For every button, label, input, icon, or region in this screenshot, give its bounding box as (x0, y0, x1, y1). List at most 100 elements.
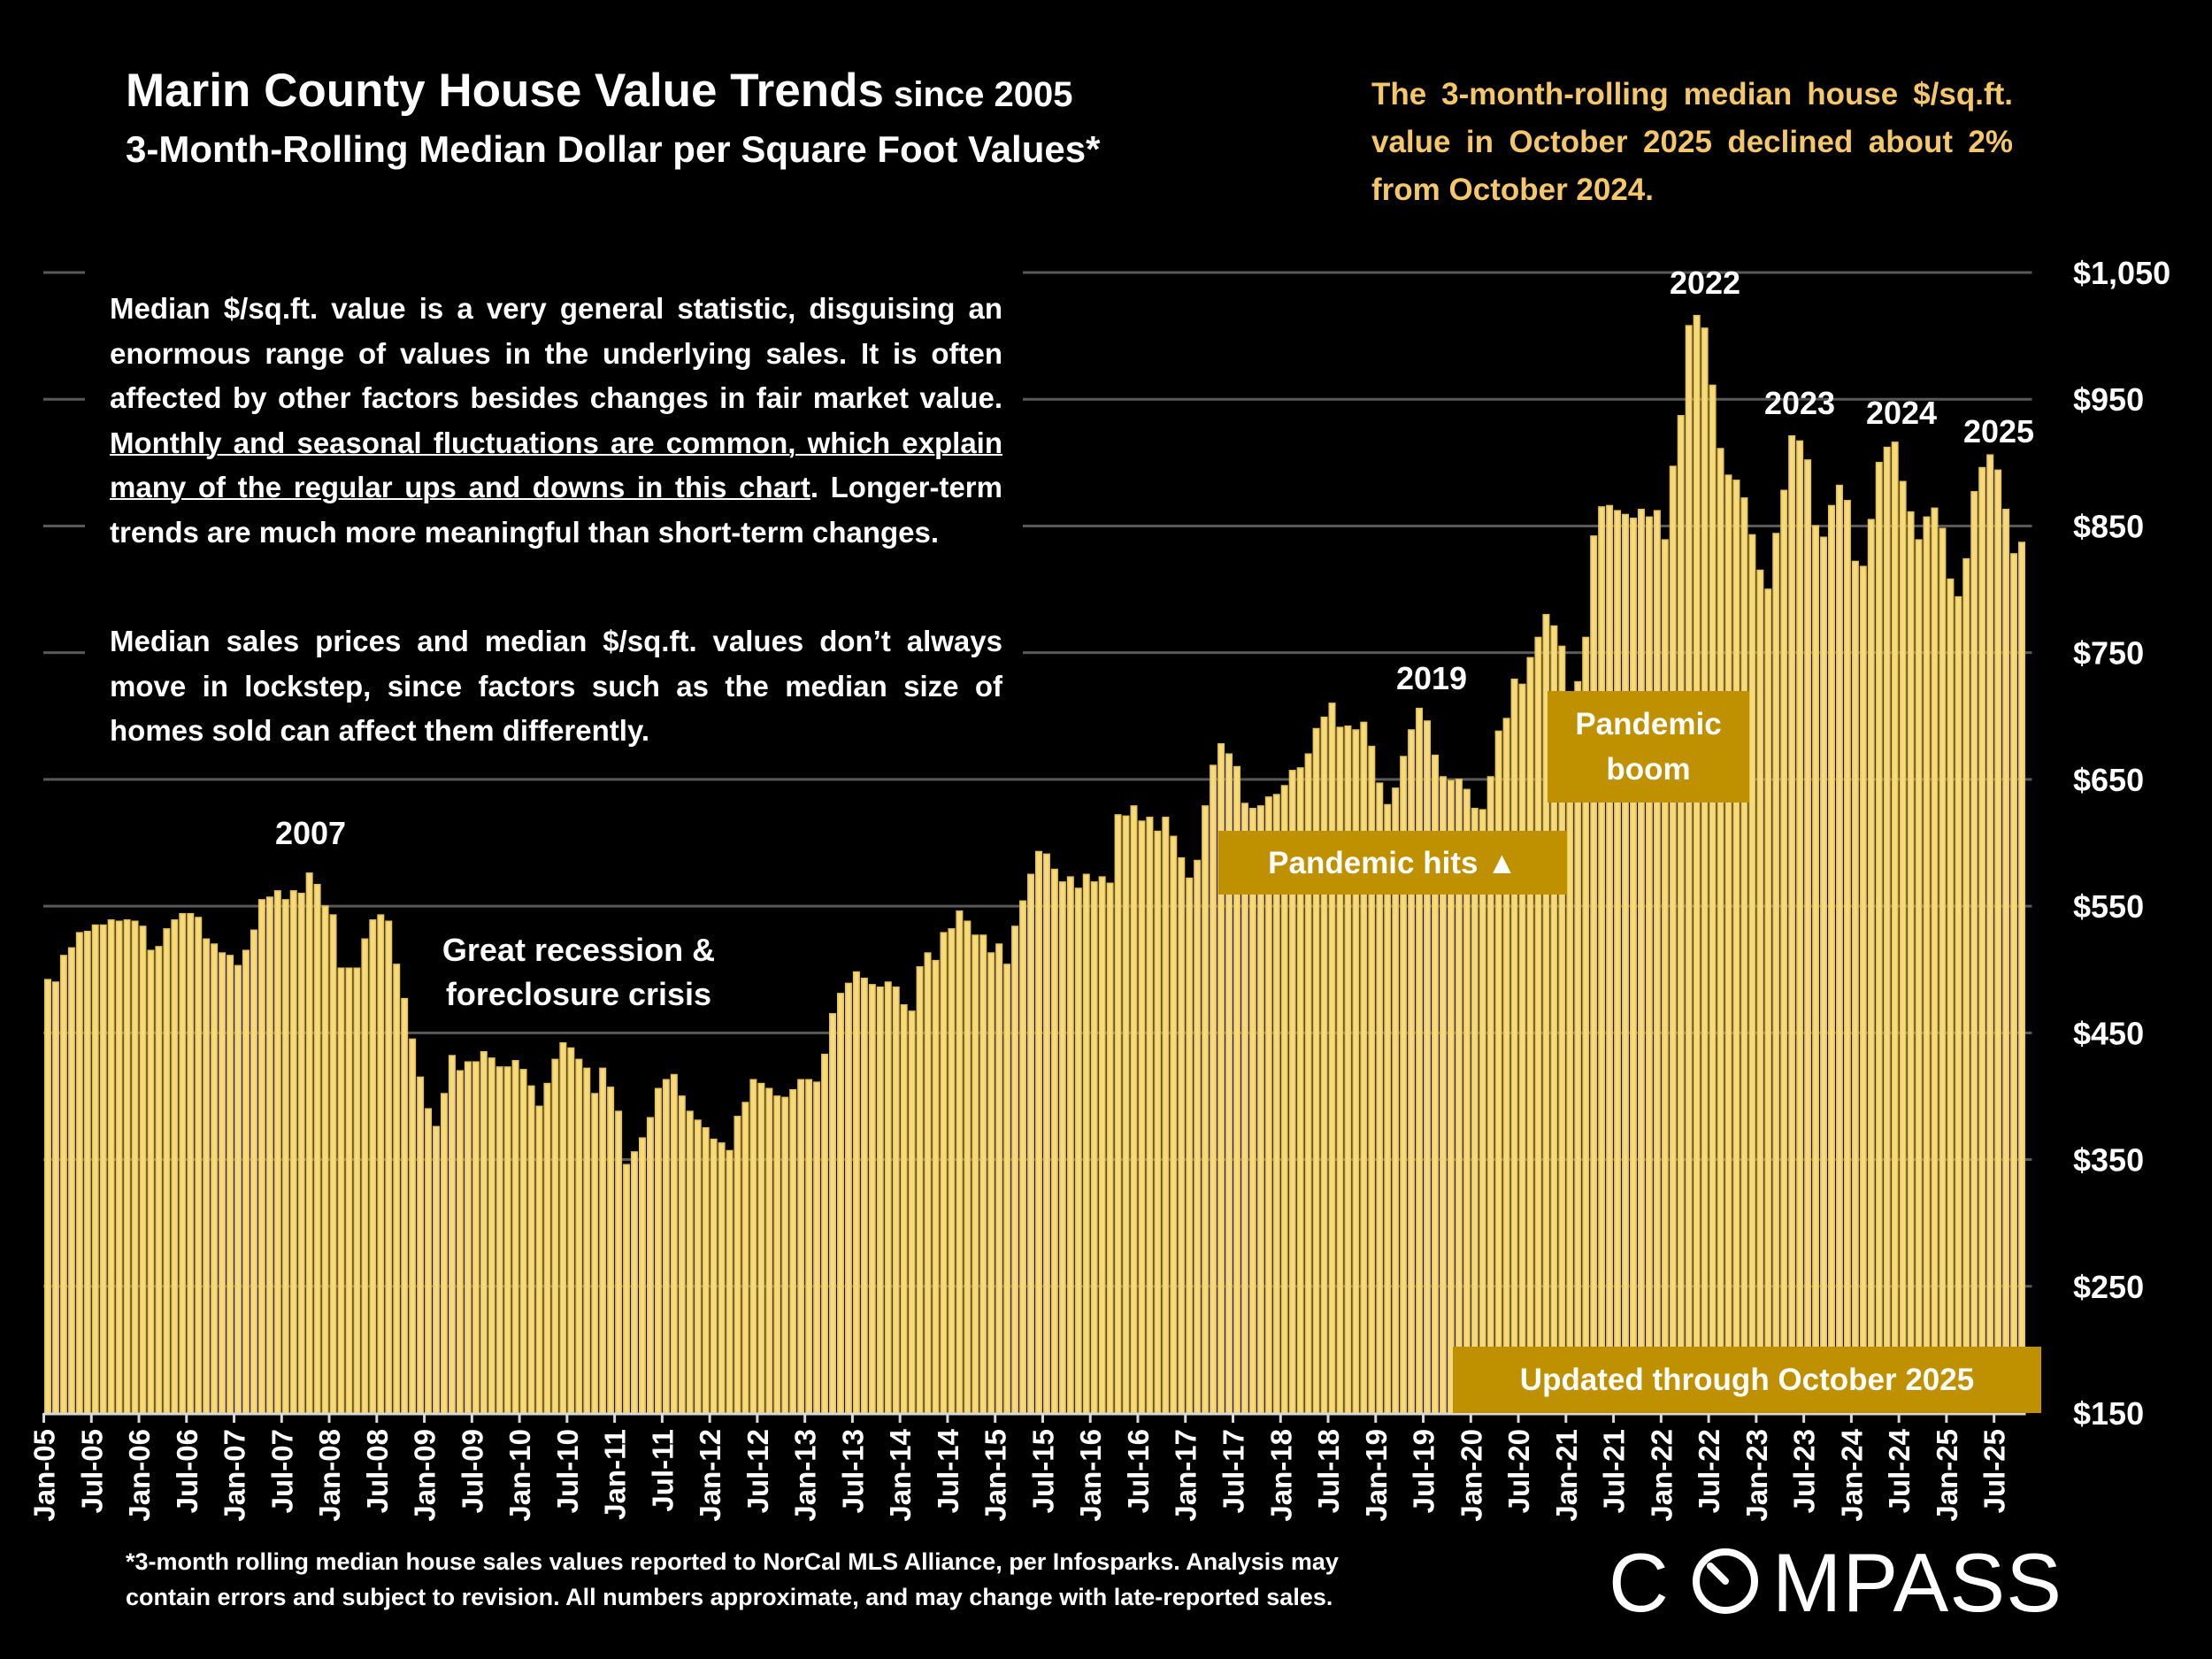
bar (1986, 454, 1994, 1414)
bar (956, 910, 964, 1414)
bar (599, 1067, 607, 1414)
bar (1518, 683, 1526, 1414)
bar (615, 1110, 623, 1414)
bar (1780, 489, 1788, 1414)
bar (718, 1142, 726, 1414)
pandemic-boom-line1: Pandemic (1575, 707, 1722, 741)
x-tick-label: Jan-15 (979, 1429, 1012, 1522)
bar (337, 967, 345, 1414)
bar (1962, 557, 1970, 1414)
bar (813, 1081, 821, 1414)
bar (638, 1137, 646, 1414)
bar (1788, 434, 1796, 1414)
x-tick-label: Jul-25 (1978, 1429, 2011, 1513)
bar (1424, 720, 1432, 1414)
y-tick-label: $450 (2073, 1015, 2144, 1051)
bar (171, 919, 179, 1414)
bar (107, 919, 115, 1414)
bar (203, 938, 211, 1414)
bar (1724, 474, 1732, 1414)
bar (519, 1069, 527, 1414)
bar (1606, 504, 1614, 1414)
x-tick-label: Jan-05 (28, 1429, 61, 1522)
bar (757, 1082, 765, 1414)
y-tick-label: $850 (2073, 508, 2144, 544)
bar (227, 955, 234, 1414)
annotation-recession-line2: foreclosure crisis (445, 976, 712, 1012)
bar (123, 919, 131, 1414)
x-tick-label: Jan-14 (884, 1428, 917, 1521)
bar (1637, 509, 1645, 1414)
y-tick-label: $150 (2073, 1395, 2144, 1432)
bar (662, 1079, 670, 1414)
bar (789, 1088, 797, 1414)
bar (1629, 518, 1637, 1414)
bar (480, 1051, 488, 1414)
bar (741, 1102, 749, 1414)
bar (257, 899, 265, 1414)
x-tick-label: Jan-23 (1740, 1429, 1773, 1522)
bar (1859, 565, 1867, 1414)
bar (1138, 820, 1146, 1414)
bar (297, 892, 305, 1414)
x-tick-label: Jul-13 (836, 1429, 869, 1513)
bar (83, 930, 91, 1414)
bar (868, 984, 876, 1414)
x-tick-label: Jul-10 (551, 1429, 584, 1513)
bar (543, 1082, 551, 1414)
bar (710, 1138, 718, 1414)
bar (995, 943, 1003, 1414)
bar (1772, 533, 1780, 1414)
bar (1701, 327, 1709, 1414)
bar (440, 1093, 448, 1414)
bar (1146, 817, 1154, 1414)
bar (1082, 873, 1090, 1414)
bar (876, 986, 884, 1414)
x-tick-label: Jan-07 (219, 1429, 251, 1522)
y-tick-label: $550 (2073, 888, 2144, 925)
bar (1202, 805, 1210, 1414)
bar (1344, 725, 1352, 1414)
bar (1835, 484, 1843, 1414)
bar (1066, 876, 1074, 1414)
bar (1661, 539, 1669, 1414)
bar (535, 1105, 543, 1414)
bar (1756, 569, 1764, 1414)
bar (1685, 325, 1693, 1414)
x-tick-label: Jul-14 (932, 1428, 964, 1513)
logo-letter-c: C (1609, 1536, 1669, 1629)
annotation-2024: 2024 (1865, 395, 1938, 431)
bar (654, 1087, 662, 1414)
bar (924, 952, 932, 1414)
bar (1955, 595, 1962, 1414)
bar (1978, 466, 1986, 1414)
bar (1042, 853, 1050, 1414)
bar (1867, 518, 1875, 1414)
bar (1384, 803, 1392, 1414)
title-main: Marin County House Value Trends (126, 65, 885, 117)
bar (1050, 868, 1058, 1414)
y-tick-label: $650 (2073, 762, 2144, 798)
bar (1915, 539, 1923, 1414)
title-suffix: since 2005 (884, 75, 1073, 114)
x-tick-label: Jan-13 (789, 1429, 822, 1522)
bar (1479, 809, 1486, 1414)
bar (1034, 850, 1042, 1414)
bar (313, 883, 321, 1414)
bar (1240, 803, 1248, 1414)
x-tick-label: Jul-19 (1408, 1429, 1440, 1513)
bar (369, 919, 377, 1414)
footnote-line-1: *3-month rolling median house sales valu… (126, 1548, 1339, 1575)
bar (1796, 440, 1804, 1414)
bar (686, 1110, 694, 1414)
notes-paragraph-2: Median sales prices and median $/sq.ft. … (110, 625, 1002, 747)
bar (1622, 513, 1630, 1414)
bar (195, 917, 203, 1414)
bar (211, 943, 219, 1414)
bar (1732, 480, 1740, 1414)
bar (1510, 678, 1518, 1414)
bar (773, 1095, 781, 1414)
notes-box: Median $/sq.ft. value is a very general … (85, 262, 1023, 757)
x-tick-label: Jul-23 (1788, 1429, 1821, 1513)
